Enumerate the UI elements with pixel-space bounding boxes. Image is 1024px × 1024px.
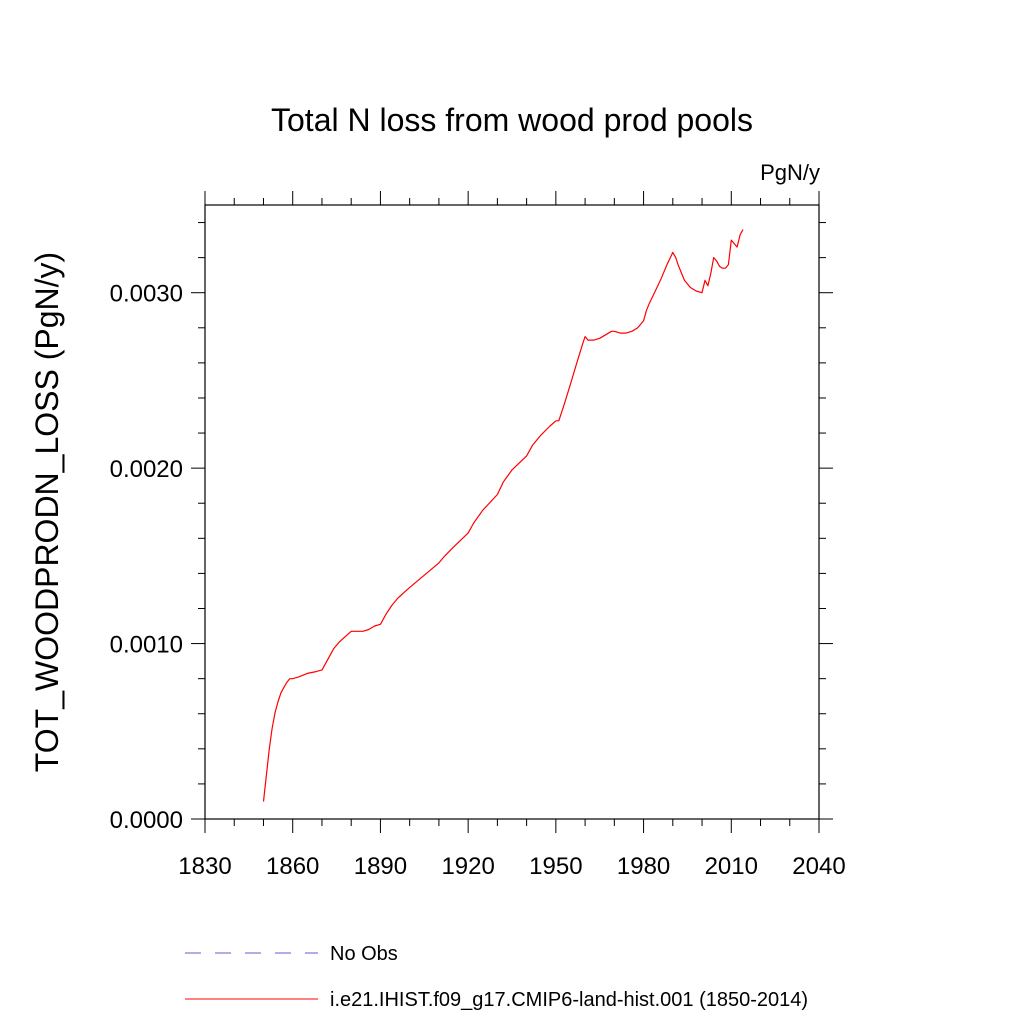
- x-tick-label: 1920: [441, 853, 494, 880]
- x-tick-label: 1980: [617, 853, 670, 880]
- x-tick-label: 1890: [354, 853, 407, 880]
- y-tick-label: 0.0020: [110, 456, 183, 483]
- plot-frame: [204, 204, 820, 820]
- x-tick-label: 1830: [178, 853, 231, 880]
- y-axis-label: TOT_WOODPRODN_LOSS (PgN/y): [29, 252, 65, 772]
- legend-label: i.e21.IHIST.f09_g17.CMIP6-land-hist.001 …: [330, 989, 808, 1011]
- chart-title: Total N loss from wood prod pools: [271, 102, 753, 138]
- y-tick-label: 0.0010: [110, 632, 183, 659]
- x-tick-label: 2010: [705, 853, 758, 880]
- legend-label: No Obs: [330, 943, 398, 965]
- series-line: [262, 229, 744, 802]
- x-tick-label: 1950: [529, 853, 582, 880]
- units-label: PgN/y: [760, 160, 820, 185]
- y-tick-label: 0.0000: [110, 807, 183, 834]
- x-tick-label: 2040: [792, 853, 845, 880]
- x-tick-label: 1860: [266, 853, 319, 880]
- y-tick-label: 0.0030: [110, 281, 183, 308]
